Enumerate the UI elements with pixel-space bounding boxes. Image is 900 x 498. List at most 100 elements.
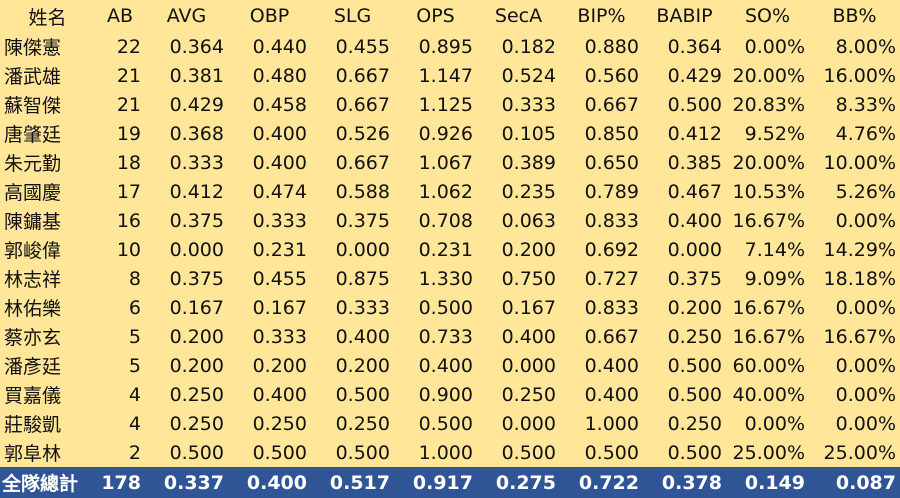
cell: 9.09% xyxy=(726,264,809,293)
cell: 0.167 xyxy=(477,293,560,322)
cell: 0.667 xyxy=(560,90,643,119)
cell: 高國慶 xyxy=(0,177,95,206)
cell: 0.500 xyxy=(311,380,394,409)
player-row: 潘彥廷 5 0.200 0.200 0.200 0.400 0.000 0.400 0.500 6… xyxy=(0,351,900,380)
cell: 0.400 xyxy=(643,206,726,235)
cell: 0.00% xyxy=(726,409,809,438)
cell: 0.500 xyxy=(643,351,726,380)
total-row: 全隊總計 178 0.337 0.400 0.517 0.917 0.275 0.722 0.3… xyxy=(0,467,900,498)
cell: 60.00% xyxy=(726,351,809,380)
cell: 1.062 xyxy=(394,177,477,206)
cell: 0.526 xyxy=(311,119,394,148)
cell: 0.500 xyxy=(311,438,394,467)
cell: 郭阜林 xyxy=(0,438,95,467)
cell: 0.500 xyxy=(643,380,726,409)
cell: 0.375 xyxy=(643,264,726,293)
cell: 0.474 xyxy=(228,177,311,206)
cell: 16 xyxy=(95,206,145,235)
cell: 0.00% xyxy=(809,206,900,235)
cell: 潘彥廷 xyxy=(0,351,95,380)
cell: 0.500 xyxy=(145,438,228,467)
cell: 0.250 xyxy=(145,409,228,438)
cell: BABIP xyxy=(643,0,726,32)
cell: 1.000 xyxy=(560,409,643,438)
cell: 0.000 xyxy=(311,235,394,264)
cell: 0.429 xyxy=(643,61,726,90)
cell: 4 xyxy=(95,380,145,409)
cell: 10.00% xyxy=(809,148,900,177)
cell: 0.692 xyxy=(560,235,643,264)
cell: 0.389 xyxy=(477,148,560,177)
cell: 1.330 xyxy=(394,264,477,293)
cell: 25.00% xyxy=(726,438,809,467)
cell: OBP xyxy=(228,0,311,32)
cell: 0.235 xyxy=(477,177,560,206)
cell: 10 xyxy=(95,235,145,264)
cell: 0.667 xyxy=(311,148,394,177)
player-row: 買嘉儀 4 0.250 0.400 0.500 0.900 0.250 0.400 0.500 4… xyxy=(0,380,900,409)
cell: 0.400 xyxy=(394,351,477,380)
cell: 0.400 xyxy=(228,467,311,498)
cell: 16.67% xyxy=(809,322,900,351)
cell: 17 xyxy=(95,177,145,206)
cell: 0.500 xyxy=(643,438,726,467)
cell: 5 xyxy=(95,351,145,380)
cell: 林佑樂 xyxy=(0,293,95,322)
cell: 莊駿凱 xyxy=(0,409,95,438)
player-row: 林佑樂 6 0.167 0.167 0.333 0.500 0.167 0.833 0.200 1… xyxy=(0,293,900,322)
cell: 0.412 xyxy=(643,119,726,148)
cell: 0.231 xyxy=(228,235,311,264)
cell: 0.833 xyxy=(560,293,643,322)
cell: 0.850 xyxy=(560,119,643,148)
cell: 22 xyxy=(95,32,145,61)
cell: 20.83% xyxy=(726,90,809,119)
cell: 0.167 xyxy=(228,293,311,322)
cell: 18 xyxy=(95,148,145,177)
cell: 0.149 xyxy=(726,467,809,498)
cell: 0.250 xyxy=(477,380,560,409)
cell: AB xyxy=(95,0,145,32)
cell: 0.087 xyxy=(809,467,900,498)
cell: 0.880 xyxy=(560,32,643,61)
cell: 0.381 xyxy=(145,61,228,90)
cell: 蔡亦玄 xyxy=(0,322,95,351)
player-row: 郭峻偉 10 0.000 0.231 0.000 0.231 0.200 0.692 0.000… xyxy=(0,235,900,264)
cell: 0.250 xyxy=(228,409,311,438)
cell: BB% xyxy=(809,0,900,32)
cell: 4 xyxy=(95,409,145,438)
cell: 0.200 xyxy=(145,322,228,351)
cell: 8.33% xyxy=(809,90,900,119)
cell: 1.000 xyxy=(394,438,477,467)
cell: 0.00% xyxy=(809,351,900,380)
header-row: 姓名 AB AVG OBP SLG OPS SecA BIP% BABIP SO% BB% xyxy=(0,0,900,32)
cell: 178 xyxy=(95,467,145,498)
cell: 0.337 xyxy=(145,467,228,498)
cell: 0.275 xyxy=(477,467,560,498)
cell: 0.588 xyxy=(311,177,394,206)
cell: 0.900 xyxy=(394,380,477,409)
cell: 0.667 xyxy=(311,61,394,90)
cell: 5.26% xyxy=(809,177,900,206)
cell: 0.167 xyxy=(145,293,228,322)
cell: 0.000 xyxy=(145,235,228,264)
cell: 0.412 xyxy=(145,177,228,206)
cell: 0.200 xyxy=(311,351,394,380)
player-row: 郭阜林 2 0.500 0.500 0.500 1.000 0.500 0.500 0.500 2… xyxy=(0,438,900,467)
cell: 0.727 xyxy=(560,264,643,293)
cell: 0.750 xyxy=(477,264,560,293)
cell: 0.105 xyxy=(477,119,560,148)
cell: 0.000 xyxy=(477,351,560,380)
cell: 0.500 xyxy=(394,409,477,438)
cell: 2 xyxy=(95,438,145,467)
cell: 0.926 xyxy=(394,119,477,148)
cell: 買嘉儀 xyxy=(0,380,95,409)
cell: 0.333 xyxy=(145,148,228,177)
player-row: 蘇智傑 21 0.429 0.458 0.667 1.125 0.333 0.667 0.500… xyxy=(0,90,900,119)
cell: 0.480 xyxy=(228,61,311,90)
cell: 16.67% xyxy=(726,206,809,235)
cell: 陳傑憲 xyxy=(0,32,95,61)
cell: 0.333 xyxy=(228,322,311,351)
cell: 0.182 xyxy=(477,32,560,61)
cell: 40.00% xyxy=(726,380,809,409)
